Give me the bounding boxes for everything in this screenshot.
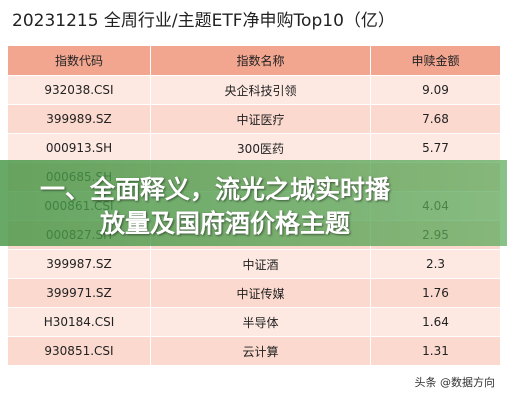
table-row: 930851.CSI 云计算 1.31: [7, 336, 501, 366]
table-cell: 中证传媒: [150, 278, 371, 308]
table-row: 000913.SH 300医药 5.77: [7, 133, 501, 163]
banner-line: 放量及国府酒价格主题: [100, 209, 351, 238]
table-cell: 930851.CSI: [7, 336, 151, 366]
table-cell: 央企科技引领: [150, 75, 371, 105]
table-cell: 399989.SZ: [7, 104, 151, 134]
header-cell: 指数名称: [150, 45, 371, 76]
banner-line: 一、全面释义，流光之城实时播: [40, 175, 391, 204]
table-cell: 000913.SH: [7, 133, 151, 163]
table-cell: 2.3: [370, 249, 501, 279]
table-row: 399989.SZ 中证医疗 7.68: [7, 104, 501, 134]
title: 20231215 全周行业/主题ETF净申购Top10（亿）: [12, 11, 395, 31]
table-cell: 1.64: [370, 307, 501, 337]
table-cell: 399987.SZ: [7, 249, 151, 279]
table-cell: 7.68: [370, 104, 501, 134]
table-row: H30184.CSI 半导体 1.64: [7, 307, 501, 337]
table-cell: H30184.CSI: [7, 307, 151, 337]
table-cell: 399971.SZ: [7, 278, 151, 308]
header-row: 指数代码 指数名称 申赎金额: [7, 45, 501, 76]
table-cell: 9.09: [370, 75, 501, 105]
table-cell: 932038.CSI: [7, 75, 151, 105]
table-cell: 300医药: [150, 133, 371, 163]
table-row: 399987.SZ 中证酒 2.3: [7, 249, 501, 279]
table-cell: 中证医疗: [150, 104, 371, 134]
header-cell: 申赎金额: [370, 45, 501, 76]
table-cell: 云计算: [150, 336, 371, 366]
table-cell: 5.77: [370, 133, 501, 163]
table-row: 399971.SZ 中证传媒 1.76: [7, 278, 501, 308]
table-cell: 1.76: [370, 278, 501, 308]
watermark: 头条 @数据方向: [414, 376, 496, 389]
table-cell: 中证酒: [150, 249, 371, 279]
table-row: 932038.CSI 央企科技引领 9.09: [7, 75, 501, 105]
table-cell: 1.31: [370, 336, 501, 366]
table-cell: 半导体: [150, 307, 371, 337]
banner: 一、全面释义，流光之城实时播 放量及国府酒价格主题: [0, 160, 507, 246]
header-cell: 指数代码: [7, 45, 151, 76]
